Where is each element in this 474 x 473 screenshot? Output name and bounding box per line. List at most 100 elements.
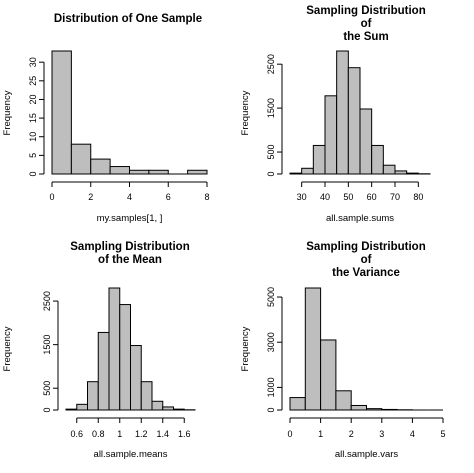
y-tick-label: 15 xyxy=(28,113,38,123)
histogram-bar xyxy=(347,67,361,175)
x-tick-label: 50 xyxy=(343,192,353,202)
histogram-bar xyxy=(394,170,408,175)
x-tick-label: 2 xyxy=(88,192,93,202)
histogram-bar xyxy=(359,108,373,175)
y-tick-label: 10 xyxy=(28,132,38,142)
histogram-bar xyxy=(371,144,384,175)
y-tick-label: 0 xyxy=(42,407,52,412)
histogram-bar xyxy=(87,381,99,411)
y-tick-label: 1000 xyxy=(266,377,276,397)
x-tick-label: 5 xyxy=(440,429,445,439)
histogram-bar xyxy=(151,400,164,411)
histogram-bar xyxy=(381,408,398,411)
histogram-bar xyxy=(173,408,185,411)
x-tick-label: 0 xyxy=(49,192,54,202)
chart-title: of xyxy=(361,18,372,30)
chart-title: of the Mean xyxy=(98,254,162,266)
histogram-bar xyxy=(129,169,150,175)
histogram-bar xyxy=(324,95,338,175)
y-tick-label: 25 xyxy=(28,76,38,86)
chart-title: Sampling Distribution xyxy=(306,241,425,253)
x-axis-label: all.sample.vars xyxy=(335,449,399,460)
x-axis-label: my.samples[1, ] xyxy=(97,213,163,224)
histogram-bar xyxy=(406,172,419,175)
x-tick-label: 40 xyxy=(320,192,330,202)
histogram-bar xyxy=(70,143,92,175)
y-axis-label: Frequency xyxy=(240,90,251,135)
chart-title: Sampling Distribution xyxy=(70,241,189,253)
y-axis-label: Frequency xyxy=(240,326,251,371)
chart-title: of xyxy=(361,254,372,266)
chart-title: Sampling Distribution xyxy=(306,5,425,17)
x-tick-label: 70 xyxy=(390,192,400,202)
histogram-panel-1: Distribution of One Sample 0 2 4 6 8 0 5 10 15 20 2… xyxy=(2,13,210,224)
y-tick-label: 1500 xyxy=(266,98,276,118)
x-tick-label: 1.4 xyxy=(156,429,169,439)
histogram-bar xyxy=(187,169,208,175)
x-tick-label: 4 xyxy=(127,192,132,202)
x-tick-label: 60 xyxy=(367,192,377,202)
histogram-bar xyxy=(140,381,153,411)
x-tick-label: 3 xyxy=(379,429,384,439)
y-axis-label: Frequency xyxy=(2,90,13,135)
histogram-bar xyxy=(108,287,121,411)
histogram-bar xyxy=(51,50,72,175)
x-tick-label: 0.6 xyxy=(70,429,83,439)
y-tick-label: 500 xyxy=(42,381,52,396)
histogram-bar xyxy=(109,166,130,175)
histogram-bar xyxy=(162,406,174,411)
y-tick-label: 20 xyxy=(28,94,38,104)
x-tick-label: 1 xyxy=(318,429,323,439)
x-axis-label: all.sample.means xyxy=(94,449,168,460)
y-tick-label: 5 xyxy=(28,153,38,158)
histogram-bar xyxy=(289,397,306,411)
x-tick-label: 0.8 xyxy=(92,429,105,439)
histogram-bar xyxy=(65,408,78,411)
histogram-bar xyxy=(76,403,88,411)
histogram-bar xyxy=(320,339,337,411)
histogram-bar xyxy=(301,167,314,175)
x-tick-label: 1.2 xyxy=(135,429,148,439)
x-axis-label: all.sample.sums xyxy=(326,213,394,224)
x-tick-label: 1.6 xyxy=(178,429,191,439)
histogram-bar xyxy=(366,408,383,411)
histogram-bar xyxy=(97,331,110,411)
x-tick-label: 8 xyxy=(204,192,209,202)
y-tick-label: 5000 xyxy=(266,287,276,307)
histogram-bar xyxy=(304,287,322,411)
histogram-bar xyxy=(336,50,349,175)
histogram-bar xyxy=(335,390,352,411)
chart-title: the Variance xyxy=(332,267,400,279)
histogram-bar xyxy=(148,169,169,175)
y-tick-label: 1500 xyxy=(42,335,52,355)
histogram-bar xyxy=(119,304,131,411)
histogram-bar xyxy=(130,345,142,411)
x-tick-label: 2 xyxy=(349,429,354,439)
y-tick-label: 30 xyxy=(28,57,38,67)
x-tick-label: 1 xyxy=(117,429,122,439)
x-tick-label: 4 xyxy=(410,429,415,439)
chart-title: the Sum xyxy=(343,31,388,43)
histogram-bar xyxy=(312,144,326,175)
y-tick-label: 2500 xyxy=(266,54,276,74)
histogram-bar xyxy=(289,172,303,175)
histogram-bar xyxy=(350,404,368,411)
x-tick-label: 6 xyxy=(166,192,171,202)
histogram-bar xyxy=(382,164,396,175)
y-tick-label: 0 xyxy=(266,407,276,412)
x-tick-label: 80 xyxy=(413,192,423,202)
y-tick-label: 500 xyxy=(266,145,276,160)
y-axis-label: Frequency xyxy=(2,326,13,371)
histogram-bar xyxy=(90,158,111,175)
y-tick-label: 0 xyxy=(28,171,38,176)
y-tick-label: 0 xyxy=(266,171,276,176)
x-tick-label: 30 xyxy=(297,192,307,202)
x-tick-label: 0 xyxy=(287,429,292,439)
y-tick-label: 3000 xyxy=(266,332,276,352)
chart-title: Distribution of One Sample xyxy=(54,13,202,25)
y-tick-label: 2500 xyxy=(42,291,52,311)
